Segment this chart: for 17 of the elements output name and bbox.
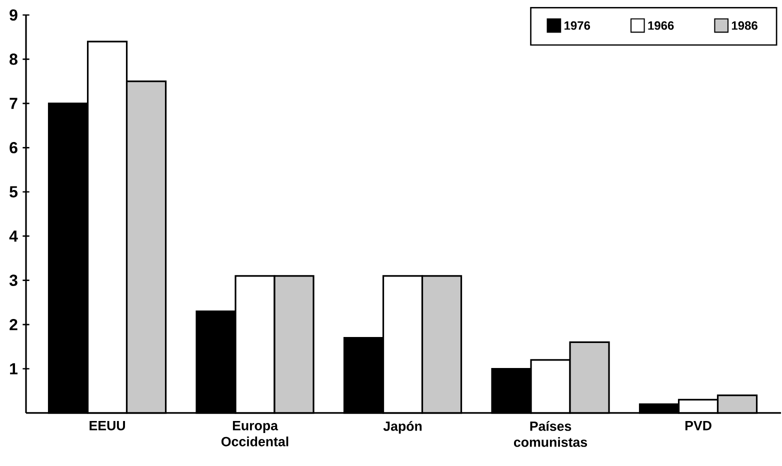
y-tick-label: 7 [10, 98, 18, 109]
y-tick-label: 6 [10, 142, 18, 154]
x-tick-label: PVD [685, 421, 712, 430]
y-tick-label: 4 [9, 230, 18, 242]
legend-label: 1986 [732, 21, 758, 30]
y-tick-label: 9 [10, 9, 18, 21]
x-tick-label: Europa Occidental [221, 421, 288, 446]
x-tick-label: Países comunistas [514, 421, 588, 447]
x-tick-label: EEUU [90, 421, 125, 430]
y-tick-label: 5 [10, 186, 18, 198]
y-tick-label: 3 [9, 274, 18, 286]
y-tick-label: 8 [10, 54, 18, 65]
x-tick-label: Japón [383, 421, 422, 434]
y-tick-label: 1 [10, 363, 18, 374]
y-tick-label: 2 [10, 318, 18, 330]
legend-label: 1976 [564, 21, 590, 30]
legend-label: 1966 [648, 21, 674, 30]
